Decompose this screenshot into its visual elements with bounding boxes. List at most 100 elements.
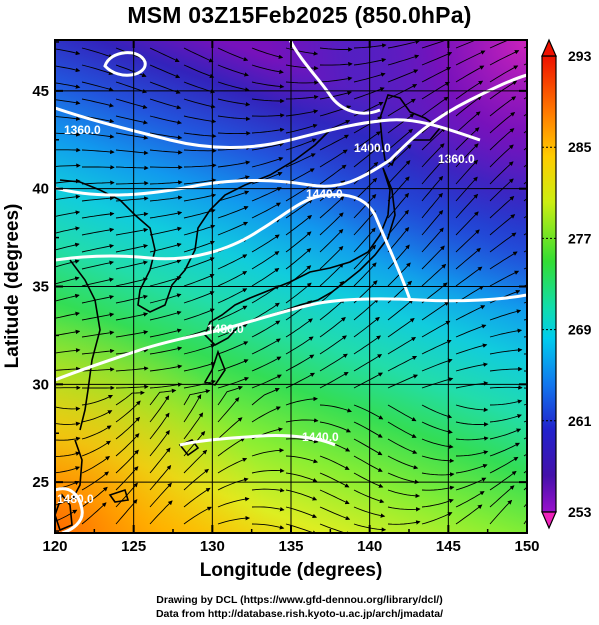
streamline [81,260,114,270]
streamline [251,127,285,134]
streamline [183,379,216,389]
streamline [149,276,182,287]
streamline [115,312,149,321]
x-tick-label: 130 [200,538,225,555]
streamline [421,263,447,287]
streamline [149,259,182,270]
streamline [55,366,81,372]
streamline [149,115,182,125]
contour-label: 1480.0 [57,492,94,506]
streamline [55,132,81,137]
streamline [353,372,383,389]
streamline [353,146,380,168]
credits-data-source: Data from http://database.rish.kyoto-u.a… [155,608,444,620]
streamline [353,131,381,151]
streamline [251,81,285,89]
streamline [115,433,140,457]
streamline [455,80,484,100]
colorbar-label: 253 [568,504,592,520]
streamline [217,437,246,457]
streamline [285,215,312,236]
streamline [81,425,112,440]
streamline [421,245,445,270]
streamline [489,178,514,202]
streamline [319,421,351,433]
streamline [149,395,170,423]
streamline [183,389,211,406]
credits: Drawing by DCL (https://www.gfd-dennou.o… [0,593,599,621]
streamline [149,465,172,491]
streamline [115,98,148,109]
streamline [421,40,454,49]
streamline [489,112,516,134]
streamline [455,404,489,413]
streamline [353,455,383,472]
streamline [149,149,183,155]
streamline [251,142,285,151]
streamline [149,388,177,406]
streamline [55,480,80,490]
streamline [115,277,148,287]
streamline [489,50,520,66]
streamline [149,328,182,338]
map-title: MSM 03Z15Feb2025 (850.0hPa) [127,2,472,28]
streamline [387,318,415,338]
streamline [217,377,250,389]
streamline [387,244,410,270]
streamline [251,302,280,321]
streamline [251,234,280,253]
streamline [183,291,215,304]
streamline [353,316,380,338]
contour-label: 1480.0 [207,322,244,336]
streamline [55,226,80,234]
streamline [489,414,522,423]
streamline [319,245,344,270]
streamline [81,195,115,202]
streamline [55,210,81,217]
streamline [489,65,519,83]
streamline [251,388,280,406]
x-tick-label: 125 [121,538,146,555]
streamline [149,64,181,79]
streamline [55,509,78,522]
streamline [319,455,350,470]
streamline [455,127,480,151]
streamline [455,436,489,441]
streamline [115,330,149,338]
streamline [421,52,453,66]
streamline [489,456,519,474]
x-axis: 120 125 130 135 140 145 150 [42,40,540,555]
streamline [251,172,283,185]
streamline [387,438,418,454]
streamline [387,489,421,499]
streamline [251,338,281,355]
streamline [353,244,376,270]
y-tick-label: 25 [32,474,49,491]
streamline [319,506,351,521]
streamline [115,244,149,253]
streamline [387,113,415,134]
streamline [115,64,147,78]
streamline [251,98,285,104]
streamline [421,358,453,372]
streamline [455,247,481,270]
streamline [455,305,486,321]
streamline [387,374,418,389]
streamline [55,82,81,89]
streamline [149,364,183,372]
streamline [489,161,514,185]
streamline [81,440,111,457]
colorbar-bottom-arrow [541,511,557,530]
streamline [183,487,211,508]
streamline [149,500,173,525]
streamline [319,134,349,151]
streamline [217,131,251,136]
streamline [421,421,453,434]
streamline [455,491,485,508]
streamline [183,98,216,109]
streamline [115,416,141,440]
streamline [387,455,419,470]
streamline [489,347,523,355]
streamline [251,267,280,287]
